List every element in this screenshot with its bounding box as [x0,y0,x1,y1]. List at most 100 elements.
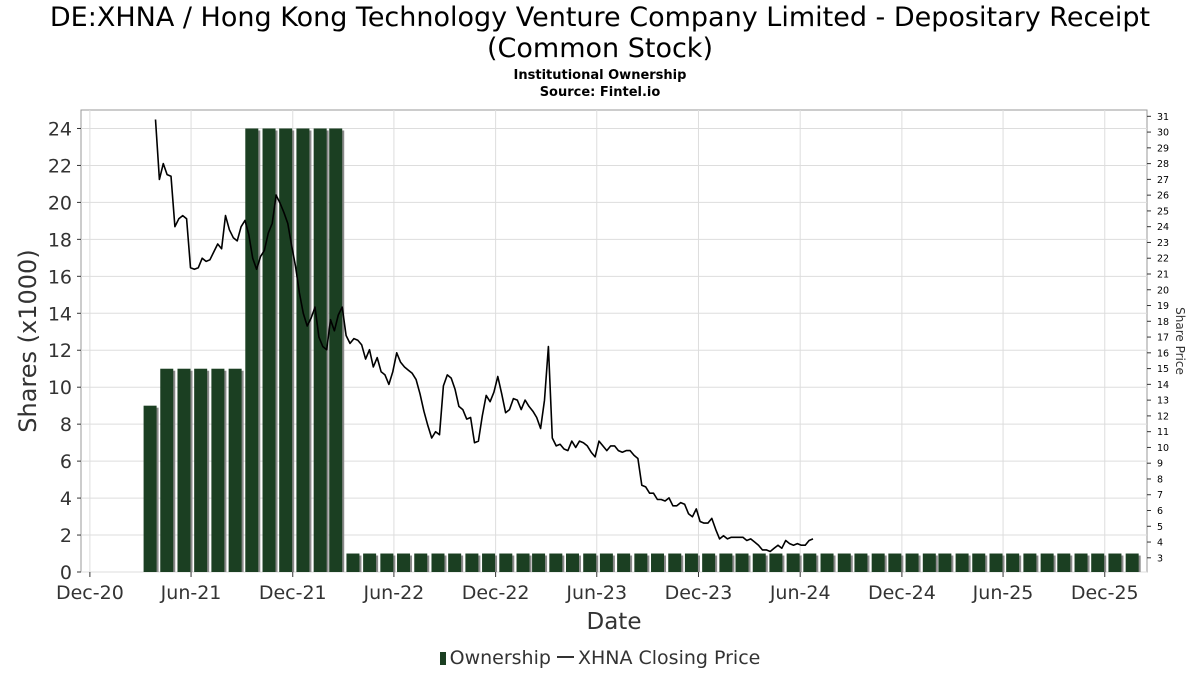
y2-tick-label: 4 [1157,538,1163,549]
ownership-bar [143,405,157,572]
y2-tick-label: 16 [1157,348,1169,359]
y2-tick-label: 13 [1157,396,1169,407]
y2-axis-label: Share Price [1173,307,1187,375]
ownership-bar [1125,553,1139,572]
y2-tick-label: 24 [1157,222,1169,233]
ownership-bar [363,553,377,572]
x-tick-label: Jun-23 [565,582,627,604]
ownership-bar [211,368,225,572]
y-tick-label: 24 [48,118,72,140]
ownership-bar [769,553,783,572]
y2-tick-label: 11 [1157,427,1169,438]
x-tick-label: Jun-22 [363,582,425,604]
y2-tick-label: 9 [1157,459,1163,470]
ownership-bar [245,128,259,573]
ownership-bar [296,128,310,573]
y-tick-label: 18 [48,229,72,251]
chart-source: Source: Fintel.io [539,85,661,100]
ownership-bar [465,553,479,572]
ownership-bar [431,553,445,572]
ownership-bar [735,553,749,572]
x-tick-label: Jun-25 [972,582,1034,604]
ownership-bar [177,368,191,572]
y-tick-label: 4 [60,488,72,510]
y2-tick-label: 14 [1157,380,1169,391]
ownership-bar [888,553,902,572]
ownership-bar [599,553,613,572]
ownership-bar [313,128,327,573]
ownership-bar [329,128,343,573]
x-tick-label: Dec-25 [1071,582,1139,604]
ownership-bar [194,368,208,572]
ownership-bar [160,368,174,572]
chart-title: DE:XHNA / Hong Kong Technology Venture C… [49,2,1151,64]
y2-tick-label: 18 [1157,317,1169,328]
ownership-bar [752,553,766,572]
y-tick-label: 10 [48,377,72,399]
ownership-bar [1006,553,1020,572]
ownership-bar [617,553,631,572]
ownership-legend-label: Ownership [449,647,551,669]
y-tick-label: 0 [60,562,72,584]
y-tick-label: 14 [48,303,72,325]
ownership-bar [549,553,563,572]
ownership-bar [414,553,428,572]
y2-tick-label: 6 [1157,506,1163,517]
x-axis-label: Date [587,609,642,635]
ownership-bar [499,553,513,572]
ownership-bar [346,553,360,572]
ownership-bar [1074,553,1088,572]
ownership-bars [143,128,1141,573]
y2-tick-label: 12 [1157,411,1169,422]
y2-tick-label: 10 [1157,443,1169,454]
y2-tick-label: 29 [1157,143,1169,154]
y2-tick-label: 22 [1157,254,1169,265]
ownership-legend-swatch [439,652,446,665]
y2-tick-label: 3 [1157,553,1163,564]
x-tick-label: Dec-23 [665,582,733,604]
ownership-bar [702,553,716,572]
ownership-bar [482,553,496,572]
ownership-bar [651,553,665,572]
ownership-bar [279,128,293,573]
x-tick-label: Dec-24 [868,582,936,604]
y-tick-label: 6 [60,451,72,473]
y2-tick-label: 26 [1157,191,1169,202]
ownership-bar [565,553,579,572]
y-tick-label: 20 [48,192,72,214]
y2-tick-label: 15 [1157,364,1169,375]
ownership-bar [1108,553,1122,572]
y2-tick-label: 5 [1157,522,1163,533]
ownership-bar [837,553,851,572]
y-tick-label: 22 [48,155,72,177]
ownership-bar [719,553,733,572]
ownership-bar [786,553,800,572]
ownership-bar [634,553,648,572]
y2-tick-label: 31 [1157,112,1169,123]
y2-tick-label: 17 [1157,333,1169,344]
ownership-bar [871,553,885,572]
ownership-bar [532,553,546,572]
x-tick-label: Jun-21 [160,582,222,604]
ownership-bar [1057,553,1071,572]
ownership-bar [922,553,936,572]
y2-tick-label: 21 [1157,269,1169,280]
ownership-bar [989,553,1003,572]
price-legend-label: XHNA Closing Price [577,647,761,669]
x-tick-label: Dec-21 [259,582,327,604]
ownership-bar [380,553,394,572]
ownership-bar [820,553,834,572]
ownership-bar [228,368,242,572]
chart-subtitle: Institutional Ownership [513,68,687,83]
x-tick-label: Jun-24 [769,582,831,604]
ownership-bar [397,553,411,572]
y2-tick-label: 23 [1157,238,1169,249]
ownership-bar [938,553,952,572]
ownership-bar [955,553,969,572]
y2-axis-ticks: 3 4 5 6 7 8 9 10 11 12 13 14 15 16 17 18 19 20 21 22 23 24 25 2… [1147,112,1169,564]
ownership-bar [905,553,919,572]
y-tick-label: 16 [48,266,72,288]
ownership-bar [972,553,986,572]
